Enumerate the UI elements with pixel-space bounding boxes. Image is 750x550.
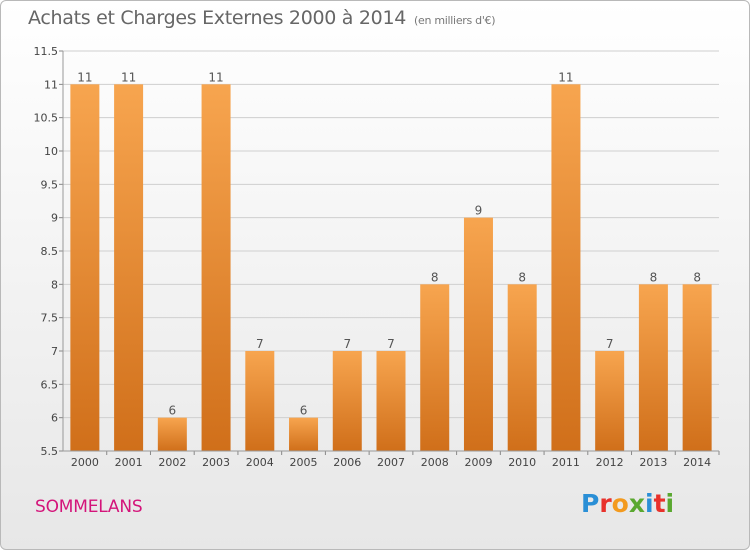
logo-letter: x xyxy=(628,489,645,518)
bar xyxy=(420,284,450,451)
x-tick-label: 2004 xyxy=(246,456,274,469)
y-tick-label: 8 xyxy=(51,278,58,291)
logo-letter: P xyxy=(581,489,600,518)
x-tick-label: 2006 xyxy=(333,456,361,469)
x-tick-label: 2002 xyxy=(158,456,186,469)
x-tick-label: 2010 xyxy=(508,456,536,469)
proxiti-logo: Proxiti xyxy=(581,489,674,518)
bar xyxy=(157,417,187,451)
bar xyxy=(507,284,537,451)
data-label: 7 xyxy=(387,337,395,351)
data-label: 11 xyxy=(208,70,223,84)
logo-letter: r xyxy=(599,489,612,518)
x-tick-label: 2012 xyxy=(596,456,624,469)
y-tick-label: 7 xyxy=(51,345,58,358)
bar xyxy=(551,84,581,451)
data-label: 6 xyxy=(300,404,308,418)
data-label: 11 xyxy=(558,70,573,84)
data-label: 8 xyxy=(650,270,658,284)
city-name: SOMMELANS xyxy=(35,497,143,517)
x-tick-label: 2000 xyxy=(71,456,99,469)
x-axis: 2000 2001 2002 2003 2004 2005 2006 2007 2008 2009… xyxy=(63,450,720,469)
y-axis: 5.5 6 6.5 7 7.5 8 8.5 9 9.5 10 10.5 11 11.5 xyxy=(34,45,64,458)
bars xyxy=(70,84,712,451)
logo-letter: i xyxy=(645,489,654,518)
y-tick-label: 10 xyxy=(44,145,58,158)
y-tick-label: 9.5 xyxy=(41,178,59,191)
data-labels: 11 11 6 11 7 6 7 7 8 9 8 11 7 8 8 xyxy=(77,70,701,417)
logo-letter: i xyxy=(665,489,675,518)
bar xyxy=(638,284,668,451)
data-label: 8 xyxy=(431,270,439,284)
chart-title-text: Achats et Charges Externes 2000 à 2014 xyxy=(28,7,407,29)
data-label: 8 xyxy=(693,270,701,284)
bar xyxy=(376,351,406,451)
data-label: 7 xyxy=(256,337,264,351)
bar xyxy=(114,84,144,451)
data-label: 7 xyxy=(606,337,614,351)
bar xyxy=(595,351,625,451)
x-tick-label: 2013 xyxy=(639,456,667,469)
logo-letter: t xyxy=(653,489,666,518)
y-tick-label: 9 xyxy=(51,212,58,225)
x-tick-label: 2011 xyxy=(552,456,580,469)
y-tick-label: 10.5 xyxy=(34,112,59,125)
data-label: 6 xyxy=(169,404,177,418)
bar xyxy=(289,417,319,451)
chart-title: Achats et Charges Externes 2000 à 2014 (e… xyxy=(28,7,496,29)
y-tick-label: 7.5 xyxy=(41,312,59,325)
bar xyxy=(332,351,362,451)
y-tick-label: 6 xyxy=(51,412,58,425)
data-label: 7 xyxy=(343,337,351,351)
y-tick-label: 11 xyxy=(44,78,58,91)
bar xyxy=(682,284,712,451)
data-label: 9 xyxy=(475,204,483,218)
bar xyxy=(201,84,231,451)
x-tick-label: 2007 xyxy=(377,456,405,469)
y-tick-label: 8.5 xyxy=(41,245,59,258)
data-label: 11 xyxy=(77,70,92,84)
y-tick-label: 6.5 xyxy=(41,378,59,391)
x-tick-label: 2014 xyxy=(683,456,711,469)
bar xyxy=(463,217,493,451)
data-label: 8 xyxy=(518,270,526,284)
y-tick-label: 5.5 xyxy=(41,445,59,458)
y-tick-label: 11.5 xyxy=(34,45,59,58)
x-tick-label: 2005 xyxy=(290,456,318,469)
bar xyxy=(245,351,275,451)
x-tick-label: 2001 xyxy=(115,456,143,469)
x-tick-label: 2008 xyxy=(421,456,449,469)
bar xyxy=(70,84,100,451)
chart-unit-label: (en milliers d'€) xyxy=(414,14,496,27)
logo-letter: o xyxy=(611,489,629,518)
x-tick-label: 2009 xyxy=(464,456,492,469)
data-label: 11 xyxy=(121,70,136,84)
x-tick-label: 2003 xyxy=(202,456,230,469)
